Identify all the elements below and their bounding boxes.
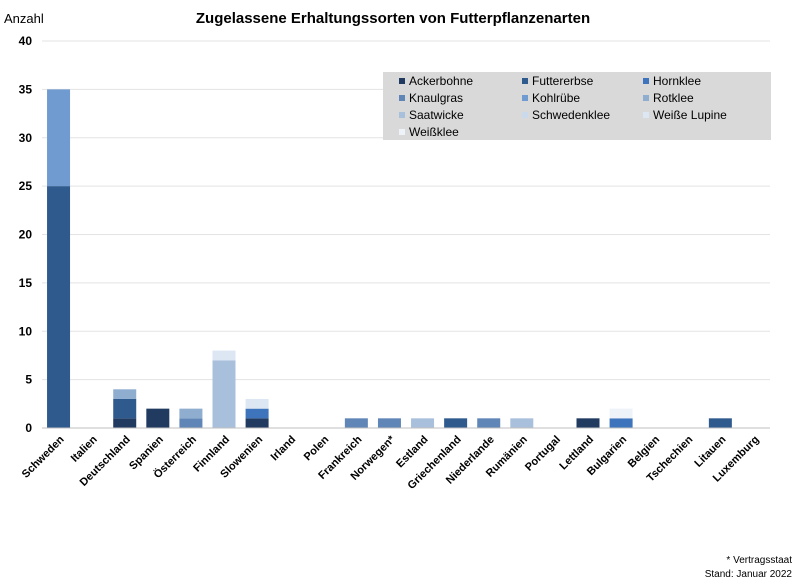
x-axis-ticks: Schweden ItalienDeutschlandSpanienÖsterre… <box>20 433 762 492</box>
bar-segment <box>609 408 633 419</box>
bar-segment <box>113 418 137 428</box>
bar-segment <box>510 418 534 428</box>
bar-segment <box>212 350 236 361</box>
bar-segment <box>113 389 137 399</box>
bar-segment <box>179 408 203 419</box>
x-tick-label: Portugal <box>523 434 563 474</box>
legend-swatch <box>399 112 405 118</box>
legend-swatch <box>399 78 405 84</box>
bar-segment <box>245 408 269 419</box>
legend-entry: Weißklee <box>409 125 459 139</box>
y-axis-label: Anzahl <box>4 11 44 26</box>
legend-entry: Saatwicke <box>409 108 464 122</box>
x-tick-label: Italien <box>69 433 100 464</box>
legend-entry: Futtererbse <box>532 74 594 88</box>
legend-entry: Schwedenklee <box>532 108 610 122</box>
bar-segment <box>212 360 236 428</box>
bar-segment <box>344 418 368 428</box>
legend-swatch <box>643 95 649 101</box>
legend-entry: Kohlrübe <box>532 91 580 105</box>
bar-segment <box>113 398 137 419</box>
y-tick-label: 20 <box>19 228 33 242</box>
bar-segment <box>146 408 170 428</box>
bar-segment <box>47 186 71 428</box>
legend-entry: Weiße Lupine <box>653 108 727 122</box>
legend-swatch <box>522 112 528 118</box>
bar-segment <box>609 418 633 428</box>
bar-segment <box>444 418 468 428</box>
x-tick-label: Polen <box>302 433 332 463</box>
bar-segment <box>477 418 501 428</box>
x-tick-label: Irland <box>269 434 299 464</box>
legend-swatch <box>522 78 528 84</box>
footnote-stand: Stand: Januar 2022 <box>705 569 793 580</box>
bars <box>47 89 732 428</box>
y-tick-label: 25 <box>19 179 33 193</box>
footnote-vertragsstaat: * Vertragsstaat <box>726 555 792 566</box>
bar-segment <box>708 418 732 428</box>
y-tick-label: 40 <box>19 34 33 48</box>
legend-entry: Hornklee <box>653 74 701 88</box>
y-tick-label: 15 <box>19 276 33 290</box>
legend-entry: Rotklee <box>653 91 694 105</box>
x-tick-label: Schweden <box>20 433 67 480</box>
bar-segment <box>411 418 435 428</box>
legend-swatch <box>399 129 405 135</box>
bar-segment <box>179 418 203 428</box>
legend-entry: Ackerbohne <box>409 74 473 88</box>
chart-title: Zugelassene Erhaltungssorten von Futterp… <box>196 10 590 27</box>
bar-segment <box>47 89 71 187</box>
legend-swatch <box>643 112 649 118</box>
legend: Ackerbohne Futtererbse Hornklee Knaulgras Ko… <box>383 72 771 140</box>
legend-swatch <box>399 95 405 101</box>
bar-segment <box>377 418 401 428</box>
bar-segment <box>245 418 269 428</box>
legend-entry: Knaulgras <box>409 91 463 105</box>
legend-swatch <box>522 95 528 101</box>
y-tick-label: 5 <box>25 373 32 387</box>
legend-swatch <box>643 78 649 84</box>
y-tick-label: 30 <box>19 131 33 145</box>
bar-segment <box>576 418 600 428</box>
y-tick-label: 10 <box>19 324 33 338</box>
legend-background <box>383 72 771 140</box>
y-tick-label: 0 <box>25 421 32 435</box>
y-axis-ticks: 0 5 10 15 20 25 30 35 40 <box>19 34 33 435</box>
y-tick-label: 35 <box>19 82 33 96</box>
bar-segment <box>245 398 269 409</box>
